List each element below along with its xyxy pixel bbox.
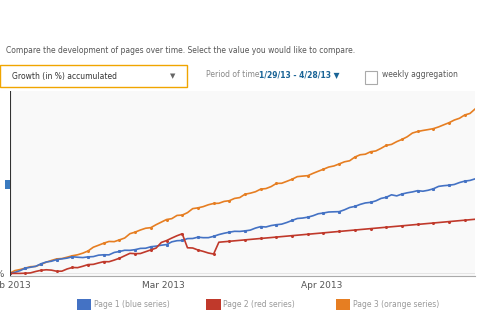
Text: Growth (absolute): Growth (absolute)	[12, 118, 82, 127]
Text: Compare the development of pages over time. Select the value you would like to c: Compare the development of pages over ti…	[6, 46, 355, 55]
Text: Talking About: Talking About	[12, 145, 64, 154]
Text: Period of time: Period of time	[206, 71, 264, 79]
Text: Page 3 (orange series): Page 3 (orange series)	[353, 300, 439, 309]
Text: Virality (in %): Virality (in %)	[12, 153, 65, 162]
Bar	[365, 71, 377, 84]
Bar	[336, 299, 350, 310]
Text: Page 1 (blue series): Page 1 (blue series)	[94, 300, 169, 309]
Text: Post Interaction (in%): Post Interaction (in%)	[12, 189, 95, 198]
Bar	[180, 254, 186, 273]
Text: Number of posts - accumulated: Number of posts - accumulated	[12, 242, 133, 251]
Text: Post Interaction (in %) accumulated: Post Interaction (in %) accumulated	[12, 198, 150, 207]
Text: Growth (in %) accumulated: Growth (in %) accumulated	[12, 72, 117, 81]
Text: Growth (in %): Growth (in %)	[12, 101, 65, 110]
Text: Ad-Value (EUR): Ad-Value (EUR)	[12, 259, 70, 268]
Text: ▼: ▼	[170, 73, 175, 79]
Bar	[206, 299, 221, 310]
Bar	[77, 299, 91, 310]
Text: Growth (in %) accumulated: Growth (in %) accumulated	[12, 110, 117, 118]
Text: Page 2 (red series): Page 2 (red series)	[223, 300, 295, 309]
Text: Growth (absolute) accumulated: Growth (absolute) accumulated	[12, 127, 133, 136]
Text: ▲: ▲	[181, 101, 186, 107]
Text: ▼: ▼	[181, 261, 186, 266]
Text: Total Likes, Comments, Shares - accumulated: Total Likes, Comments, Shares - accumula…	[12, 215, 186, 224]
Text: 1/29/13 - 4/28/13 ▼: 1/29/13 - 4/28/13 ▼	[259, 71, 340, 79]
Bar	[5, 180, 187, 189]
Text: weekly aggregation: weekly aggregation	[382, 71, 457, 79]
Text: Engagement (in %) accumulated: Engagement (in %) accumulated	[12, 180, 153, 189]
Text: Number of posts: Number of posts	[12, 233, 75, 242]
FancyBboxPatch shape	[0, 65, 187, 87]
Bar	[180, 95, 186, 113]
Text: Total Likes, Comments, Shares: Total Likes, Comments, Shares	[12, 206, 129, 215]
Text: Engagement (in %): Engagement (in %)	[12, 171, 86, 180]
Text: Performance Benchmarking: Performance Benchmarking	[6, 12, 244, 27]
Text: Number of fans: Number of fans	[12, 92, 72, 101]
